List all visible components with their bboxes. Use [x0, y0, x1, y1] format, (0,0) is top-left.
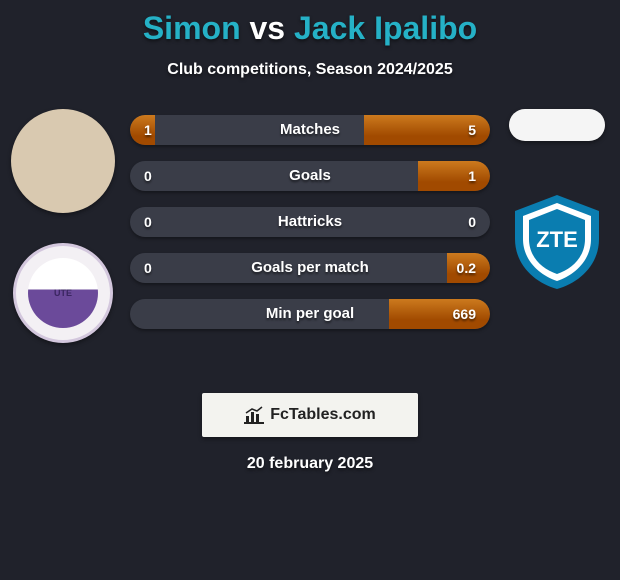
watermark-badge: FcTables.com — [202, 393, 418, 437]
club-badge-ujpest: UTE — [13, 243, 113, 343]
bar-label: Matches — [130, 115, 490, 145]
club-abbr-right-svg: ZTE — [536, 227, 578, 252]
stat-row: 00Hattricks — [130, 207, 490, 237]
bar-label: Goals per match — [130, 253, 490, 283]
player-right-column: ZTE — [502, 109, 612, 369]
shield-icon: ZTE — [507, 191, 607, 291]
player-right-avatar — [509, 109, 605, 141]
stat-row: 669Min per goal — [130, 299, 490, 329]
stat-row: 01Goals — [130, 161, 490, 191]
club-badge-ujpest-inner: UTE — [28, 258, 98, 328]
date-text: 20 february 2025 — [0, 455, 620, 473]
bar-label: Goals — [130, 161, 490, 191]
page-title: Simon vs Jack Ipalibo — [0, 0, 620, 47]
bar-label: Hattricks — [130, 207, 490, 237]
title-left: Simon — [143, 10, 241, 46]
watermark-text: FcTables.com — [270, 406, 376, 424]
stat-bars: 15Matches 01Goals 00Hattricks 00.2Goals per… — [130, 115, 490, 345]
club-abbr-left: UTE — [54, 288, 72, 298]
stat-row: 15Matches — [130, 115, 490, 145]
club-badge-zte: ZTE — [507, 191, 607, 291]
stat-row: 00.2Goals per match — [130, 253, 490, 283]
chart-icon — [244, 406, 264, 424]
title-vs: vs — [250, 10, 286, 46]
compare-area: UTE ZTE 15Matches 01Goals 00Hattricks 00.2G… — [0, 109, 620, 369]
bar-label: Min per goal — [130, 299, 490, 329]
player-left-avatar — [11, 109, 115, 213]
title-right: Jack Ipalibo — [294, 10, 477, 46]
subtitle: Club competitions, Season 2024/2025 — [0, 61, 620, 79]
player-left-column: UTE — [8, 109, 118, 369]
